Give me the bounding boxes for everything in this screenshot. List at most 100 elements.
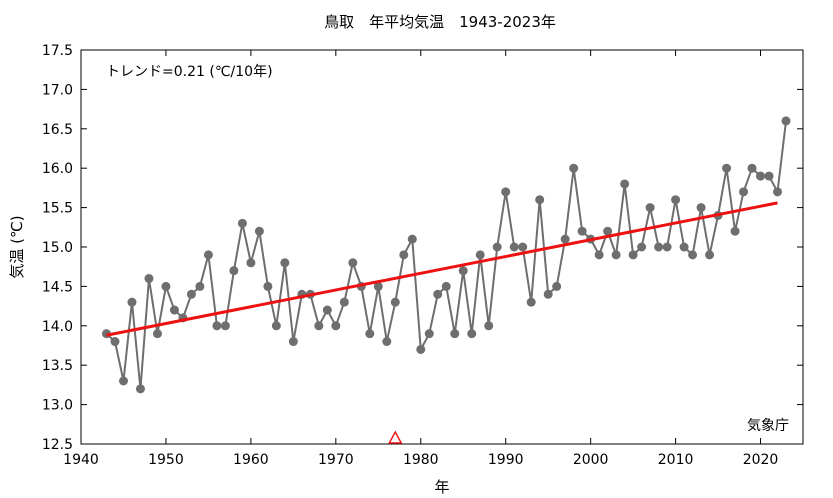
data-point — [739, 187, 749, 197]
data-point — [467, 329, 477, 339]
y-tick-label: 15.0 — [42, 240, 73, 256]
data-point — [705, 250, 715, 260]
data-point — [450, 329, 460, 339]
y-tick-label: 16.0 — [42, 161, 73, 177]
data-point — [679, 242, 689, 252]
data-point — [628, 250, 638, 260]
x-tick-label: 2020 — [743, 452, 779, 468]
data-point — [696, 203, 706, 213]
data-point — [620, 179, 630, 189]
x-tick-label: 1970 — [318, 452, 354, 468]
x-tick-label: 1990 — [488, 452, 524, 468]
data-point — [543, 289, 553, 299]
data-point — [484, 321, 494, 331]
data-point — [220, 321, 230, 331]
data-point — [407, 234, 417, 244]
data-point — [263, 281, 273, 291]
data-point — [501, 187, 511, 197]
y-axis-label: 気温 (℃) — [8, 215, 26, 278]
data-point — [569, 163, 579, 173]
data-point — [246, 258, 256, 268]
y-tick-label: 16.5 — [42, 122, 73, 138]
data-point — [671, 195, 681, 205]
x-axis-label: 年 — [434, 478, 449, 496]
data-point — [577, 226, 587, 236]
data-point — [322, 305, 332, 315]
station-relocation-marker — [388, 430, 403, 444]
data-point — [535, 195, 545, 205]
y-tick-label: 14.0 — [42, 319, 73, 335]
data-point — [271, 321, 281, 331]
data-point — [237, 218, 247, 228]
data-point — [526, 297, 536, 307]
x-tick-label: 1980 — [403, 452, 439, 468]
x-tick-label: 2010 — [658, 452, 694, 468]
y-tick-label: 17.5 — [42, 43, 73, 59]
data-point — [186, 289, 196, 299]
data-point — [118, 376, 128, 386]
trend-layer — [106, 201, 778, 337]
y-tick-label: 15.5 — [42, 201, 73, 217]
data-point — [662, 242, 672, 252]
data-point — [518, 242, 528, 252]
data-point — [280, 258, 290, 268]
data-point — [110, 337, 120, 347]
data-point — [756, 171, 766, 181]
data-point — [203, 250, 213, 260]
data-point — [416, 344, 426, 354]
data-point — [637, 242, 647, 252]
trend-line — [106, 201, 778, 337]
data-point — [747, 163, 757, 173]
data-point — [373, 281, 383, 291]
data-point — [492, 242, 502, 252]
data-point — [475, 250, 485, 260]
data-point — [144, 274, 154, 284]
data-point — [433, 289, 443, 299]
data-point — [594, 250, 604, 260]
data-point — [169, 305, 179, 315]
data-point — [288, 337, 298, 347]
y-axis: 12.5 13.0 13.5 14.0 14.5 15.0 15.5 16.0 16.5 17.0… — [42, 43, 803, 453]
data-point — [722, 163, 732, 173]
data-point — [390, 297, 400, 307]
data-point — [654, 242, 664, 252]
y-tick-label: 17.0 — [42, 82, 73, 98]
data-point — [611, 250, 621, 260]
data-point — [229, 266, 239, 276]
data-point — [161, 281, 171, 291]
data-point — [212, 321, 222, 331]
x-axis: 1940 1950 1960 1970 1980 1990 2000 2010 2020 — [63, 50, 778, 468]
y-tick-label: 13.5 — [42, 358, 73, 374]
data-point — [458, 266, 468, 276]
data-point — [603, 226, 613, 236]
y-tick-label: 14.5 — [42, 279, 73, 295]
data-point — [382, 337, 392, 347]
data-point — [509, 242, 519, 252]
series-temperature — [101, 116, 791, 394]
data-point — [773, 187, 783, 197]
data-point — [135, 384, 145, 394]
chart-title: 鳥取 年平均気温 1943-2023年 — [324, 13, 556, 31]
data-point — [348, 258, 358, 268]
data-point — [424, 329, 434, 339]
y-tick-label: 13.0 — [42, 398, 73, 414]
data-point — [254, 226, 264, 236]
y-tick-label: 12.5 — [42, 437, 73, 453]
data-point — [688, 250, 698, 260]
x-tick-label: 1950 — [148, 452, 184, 468]
x-tick-label: 1960 — [233, 452, 269, 468]
data-point — [331, 321, 341, 331]
data-point — [730, 226, 740, 236]
data-point — [560, 234, 570, 244]
data-point — [399, 250, 409, 260]
x-tick-label: 2000 — [573, 452, 609, 468]
data-point — [764, 171, 774, 181]
data-point — [365, 329, 375, 339]
data-point — [195, 281, 205, 291]
data-point — [441, 281, 451, 291]
data-point — [552, 281, 562, 291]
data-point — [127, 297, 137, 307]
data-point — [152, 329, 162, 339]
marker-layer — [388, 430, 403, 444]
